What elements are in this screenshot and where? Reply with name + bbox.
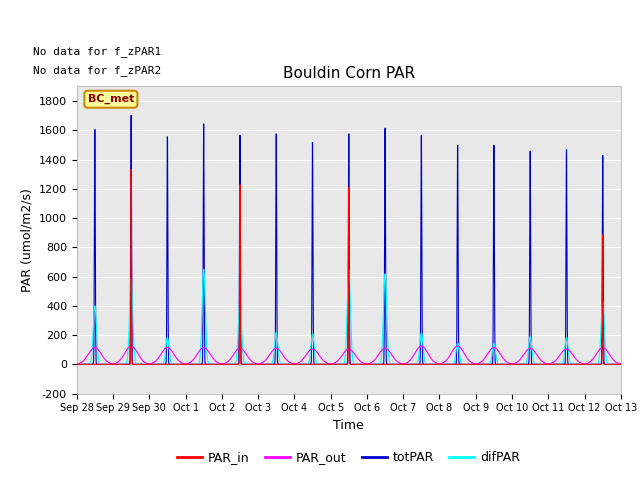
Text: No data for f_zPAR2: No data for f_zPAR2: [33, 65, 161, 76]
Text: No data for f_zPAR1: No data for f_zPAR1: [33, 47, 161, 58]
Y-axis label: PAR (umol/m2/s): PAR (umol/m2/s): [20, 188, 33, 292]
Text: BC_met: BC_met: [88, 94, 134, 104]
X-axis label: Time: Time: [333, 419, 364, 432]
Title: Bouldin Corn PAR: Bouldin Corn PAR: [283, 66, 415, 81]
Legend: PAR_in, PAR_out, totPAR, difPAR: PAR_in, PAR_out, totPAR, difPAR: [172, 446, 525, 469]
